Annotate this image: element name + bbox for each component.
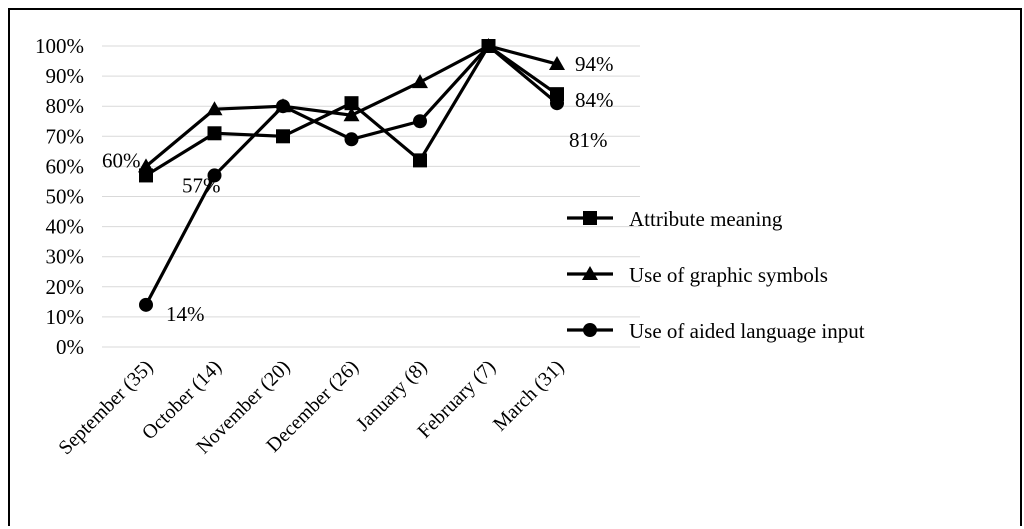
legend-label: Use of graphic symbols — [629, 263, 828, 287]
marker-triangle — [138, 158, 154, 173]
y-tick-label: 30% — [46, 245, 85, 269]
y-tick-label: 90% — [46, 64, 85, 88]
legend-item: Use of aided language input — [567, 319, 865, 343]
x-tick-label: September (35) — [54, 356, 157, 459]
data-label: 84% — [575, 88, 614, 112]
marker-circle — [276, 99, 290, 114]
y-tick-label: 50% — [46, 185, 85, 209]
marker-circle — [413, 114, 427, 129]
y-tick-label: 100% — [35, 34, 84, 58]
marker-square — [276, 129, 290, 144]
marker-square — [413, 153, 427, 168]
legend-item: Attribute meaning — [567, 207, 783, 231]
data-label: 60% — [102, 148, 141, 172]
marker-triangle — [549, 56, 565, 71]
marker-triangle — [412, 74, 428, 89]
marker-triangle — [582, 266, 598, 280]
y-tick-label: 0% — [56, 335, 84, 359]
marker-circle — [139, 297, 153, 312]
data-label: 14% — [166, 302, 205, 326]
series-circle — [139, 39, 564, 312]
marker-circle — [207, 168, 222, 183]
marker-square — [207, 126, 222, 141]
marker-triangle — [206, 101, 223, 116]
chart-frame — [8, 8, 1022, 526]
legend-label: Attribute meaning — [629, 207, 783, 231]
y-tick-label: 20% — [46, 275, 85, 299]
marker-circle — [583, 323, 597, 337]
data-label: 94% — [575, 52, 614, 76]
marker-triangle — [343, 107, 360, 122]
marker-circle — [550, 96, 564, 111]
y-axis-ticks: 0% 10% 20% 30% 40% 50% 60% 70% 80% 90% 100% — [35, 34, 84, 359]
data-label: 57% — [182, 173, 221, 197]
data-label: 81% — [569, 128, 608, 152]
marker-circle — [344, 132, 359, 147]
marker-square — [344, 96, 359, 111]
y-tick-label: 60% — [46, 154, 85, 178]
marker-circle — [481, 39, 496, 53]
y-tick-label: 40% — [46, 215, 85, 239]
y-tick-label: 80% — [46, 94, 85, 118]
y-tick-label: 70% — [46, 124, 85, 148]
legend: Attribute meaning Use of graphic symbols U… — [567, 207, 865, 343]
series-group — [138, 38, 565, 312]
legend-label: Use of aided language input — [629, 319, 865, 343]
data-labels: 60% 57% 14% 94% 84% 81% — [102, 52, 614, 326]
marker-square — [583, 211, 597, 225]
y-tick-label: 10% — [46, 305, 85, 329]
x-axis-ticks: September (35)October (14)November (20)D… — [54, 356, 568, 459]
x-tick-label: March (31) — [489, 356, 569, 436]
legend-item: Use of graphic symbols — [567, 263, 828, 287]
